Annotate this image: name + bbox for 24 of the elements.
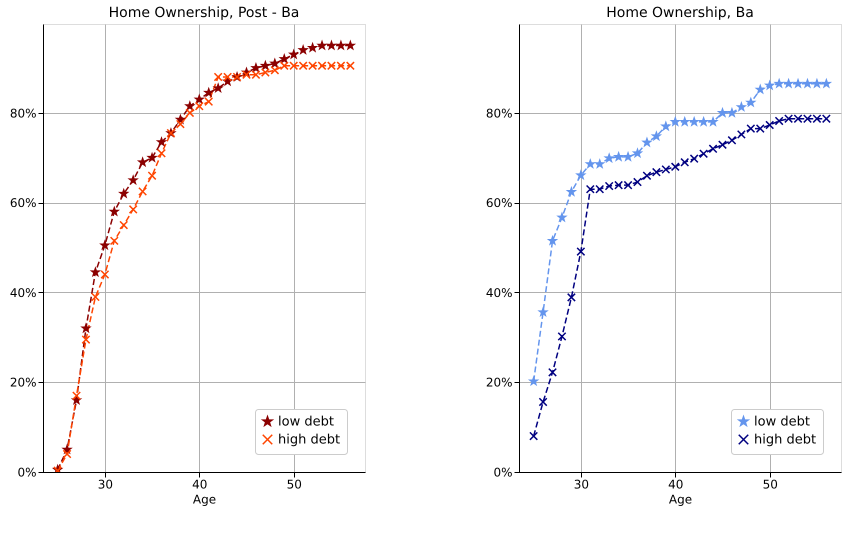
- x-tick-label: 40: [192, 478, 208, 492]
- y-tick-label: 20%: [486, 376, 512, 390]
- y-tick-label: 40%: [486, 286, 512, 300]
- chart-title: Home Ownership, Post - Ba: [108, 5, 300, 21]
- legend-label: high debt: [278, 432, 340, 448]
- y-tick-label: 0%: [17, 466, 36, 480]
- y-tick-label: 60%: [486, 196, 512, 210]
- y-tick-label: 80%: [486, 106, 512, 120]
- chart-title: Home Ownership, Ba: [606, 5, 754, 21]
- x-axis-title: Age: [192, 492, 216, 506]
- y-tick-label: 60%: [10, 196, 36, 210]
- y-tick-label: 40%: [10, 286, 36, 300]
- legend-label: low debt: [278, 414, 334, 430]
- x-tick-label: 50: [762, 478, 778, 492]
- legend-label: high debt: [754, 432, 816, 448]
- x-tick-label: 30: [98, 478, 113, 492]
- x-axis-title: Age: [668, 492, 692, 506]
- y-tick-label: 80%: [10, 106, 36, 120]
- y-tick-label: 20%: [10, 376, 36, 390]
- x-tick-label: 50: [286, 478, 302, 492]
- legend-label: low debt: [754, 414, 810, 430]
- x-tick-label: 30: [574, 478, 589, 492]
- x-tick-label: 40: [668, 478, 684, 492]
- y-tick-label: 0%: [493, 466, 512, 480]
